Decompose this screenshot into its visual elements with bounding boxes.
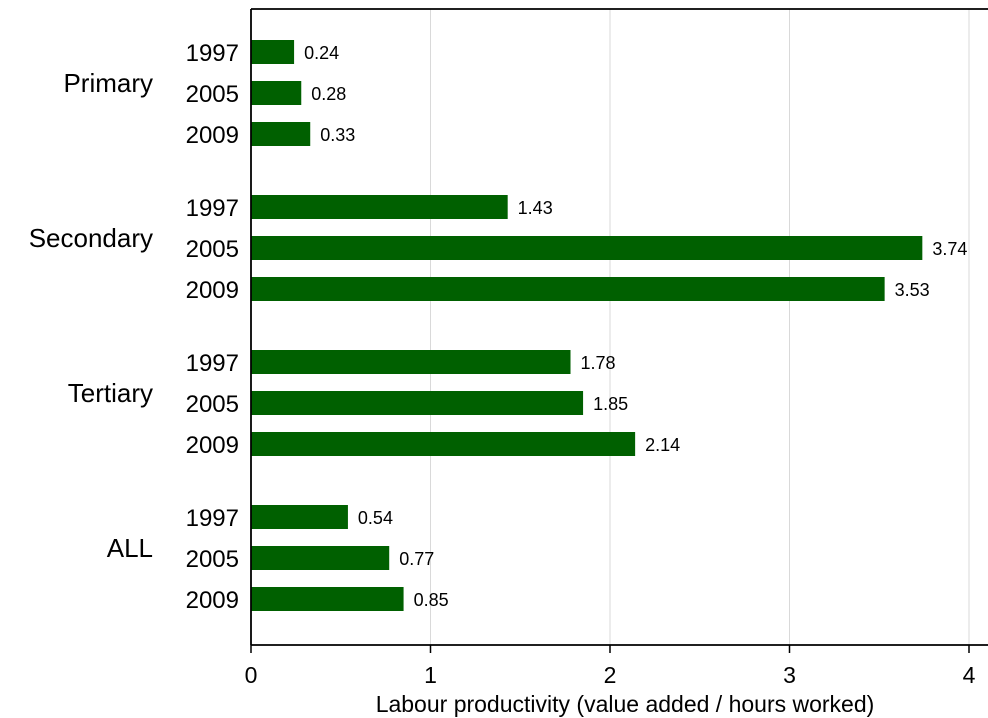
bar-value-label: 3.74 xyxy=(932,239,967,259)
x-tick-label: 4 xyxy=(963,662,976,688)
x-tick-label: 1 xyxy=(424,662,437,688)
bar-value-label: 1.43 xyxy=(518,198,553,218)
bar-secondary-1997 xyxy=(251,195,508,219)
bars xyxy=(251,40,923,611)
labels: 0.24 1997 0.28 2005 0.33 2009 Primary 1.43 1997 3… xyxy=(29,40,968,614)
year-label: 1997 xyxy=(186,505,239,532)
bar-value-label: 0.28 xyxy=(311,84,346,104)
x-tick-label: 3 xyxy=(783,662,796,688)
category-label: Tertiary xyxy=(68,378,153,408)
x-tick-label: 2 xyxy=(604,662,617,688)
bar-tertiary-1997 xyxy=(251,350,571,374)
x-tick-label: 0 xyxy=(245,662,258,688)
bar-secondary-2009 xyxy=(251,277,885,301)
year-label: 2009 xyxy=(186,432,239,459)
category-label: ALL xyxy=(107,533,153,563)
year-label: 2005 xyxy=(186,236,239,263)
bar-tertiary-2009 xyxy=(251,432,636,456)
bar-value-label: 0.85 xyxy=(414,590,449,610)
year-label: 2005 xyxy=(186,391,239,418)
bar-tertiary-2005 xyxy=(251,391,584,415)
bar-all-1997 xyxy=(251,505,348,529)
bar-all-2009 xyxy=(251,587,404,611)
bar-value-label: 0.54 xyxy=(358,508,393,528)
year-label: 1997 xyxy=(186,195,239,222)
x-axis-label: Labour productivity (value added / hours… xyxy=(376,691,875,717)
year-label: 2005 xyxy=(186,546,239,573)
bar-value-label: 0.33 xyxy=(320,125,355,145)
bar-primary-2009 xyxy=(251,122,311,146)
year-label: 2009 xyxy=(186,122,239,149)
bar-value-label: 1.85 xyxy=(593,394,628,414)
bar-value-label: 2.14 xyxy=(645,435,680,455)
axes: 0 1 2 3 4 xyxy=(245,8,988,688)
year-label: 1997 xyxy=(186,40,239,67)
grid-lines xyxy=(430,9,970,645)
category-label: Primary xyxy=(63,68,153,98)
bar-all-2005 xyxy=(251,546,390,570)
year-label: 2009 xyxy=(186,277,239,304)
bar-primary-2005 xyxy=(251,81,302,105)
year-label: 2005 xyxy=(186,81,239,108)
year-label: 1997 xyxy=(186,350,239,377)
bar-value-label: 0.77 xyxy=(399,549,434,569)
bar-secondary-2005 xyxy=(251,236,923,260)
bar-value-label: 3.53 xyxy=(895,280,930,300)
bar-primary-1997 xyxy=(251,40,295,64)
year-label: 2009 xyxy=(186,587,239,614)
bar-value-label: 1.78 xyxy=(581,353,616,373)
category-label: Secondary xyxy=(29,223,153,253)
bar-value-label: 0.24 xyxy=(304,43,339,63)
